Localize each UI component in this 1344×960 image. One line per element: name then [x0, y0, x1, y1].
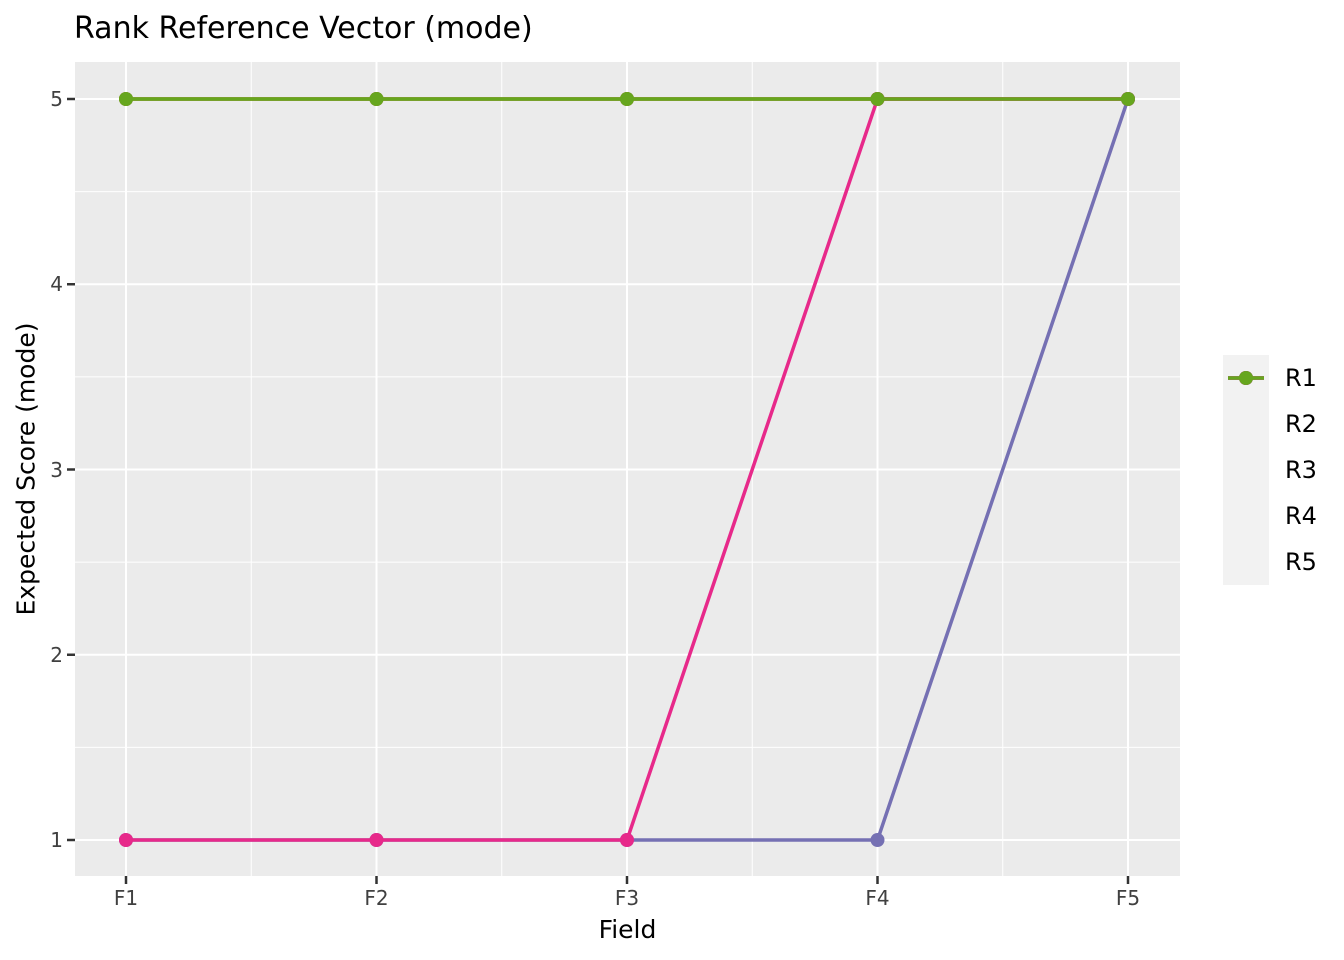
series-point-R4 — [119, 833, 133, 847]
series-point-R5 — [620, 92, 634, 106]
legend-key-icon — [1223, 371, 1269, 493]
x-tick-label-F2: F2 — [364, 886, 389, 910]
legend-label: R1 — [1285, 364, 1317, 392]
y-tick-label-5: 5 — [50, 87, 63, 111]
legend: R1 R2 R3 R4 R5 — [1223, 355, 1317, 585]
series-point-R4 — [369, 833, 384, 847]
legend-item-R5: R5 — [1223, 371, 1317, 585]
y-tick-label-1: 1 — [50, 828, 63, 852]
legend-label: R3 — [1285, 456, 1317, 484]
series-point-R4 — [620, 833, 634, 847]
legend-item-R2: R2 — [1223, 371, 1317, 447]
x-tick-label-F4: F4 — [865, 886, 890, 910]
legend-label: R4 — [1285, 502, 1317, 530]
legend-key-icon — [1223, 371, 1269, 585]
y-tick-label-4: 4 — [50, 272, 63, 297]
legend-key-icon — [1223, 371, 1269, 447]
series-point-R5 — [369, 92, 384, 106]
legend-label: R5 — [1285, 548, 1317, 576]
legend-item-R4: R4 — [1223, 371, 1317, 539]
series-point-R5 — [1121, 92, 1135, 106]
x-tick-label-F5: F5 — [1115, 886, 1141, 910]
x-axis-title: Field — [598, 915, 657, 944]
x-tick-label-F1: F1 — [113, 886, 139, 910]
y-tick-label-3: 3 — [50, 457, 63, 482]
series-point-R5 — [870, 92, 885, 106]
legend-item-R3: R3 — [1223, 371, 1317, 493]
legend-key-icon — [1223, 371, 1269, 539]
chart-title: Rank Reference Vector (mode) — [74, 11, 533, 46]
x-tick-label-F3: F3 — [614, 886, 640, 910]
legend-label: R2 — [1285, 410, 1317, 438]
series-point-R3 — [870, 833, 885, 847]
series-point-R5 — [119, 92, 133, 106]
y-tick-label-2: 2 — [50, 642, 63, 667]
